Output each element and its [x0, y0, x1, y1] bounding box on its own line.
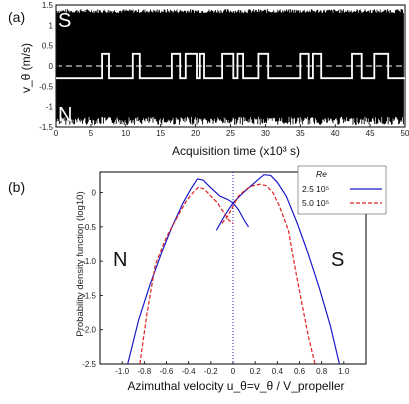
panel-b-ytick-label: -2.0: [82, 326, 96, 335]
panel-a-xtick-label: 20: [191, 129, 200, 138]
panel-a-xlabel: Acquisition time (x10³ s): [172, 144, 300, 158]
panel-a-xtick-label: 15: [156, 129, 165, 138]
panel-b-xtick-label: 1.0: [338, 367, 350, 376]
panel-a-ytick-label: 0: [49, 62, 54, 71]
panel-a-xtick-label: 0: [54, 129, 59, 138]
panel-b-s-label: S: [331, 249, 344, 271]
panel-b-xtick-label: -0.6: [160, 367, 174, 376]
panel-a-n-label: N: [58, 104, 72, 126]
legend-label-1: 2.5 10⁵: [302, 184, 329, 194]
panel-b-xtick-label: 0: [231, 367, 236, 376]
panel-b-ytick-label: 0: [92, 189, 97, 198]
panel-a-xtick-label: 5: [89, 129, 94, 138]
panel-a-xtick-label: 40: [331, 129, 340, 138]
panel-b-xtick-label: -1.0: [115, 367, 129, 376]
panel-b-xtick-label: -0.4: [182, 367, 196, 376]
legend-title: Re: [316, 169, 327, 179]
panel-b-xtick-label: -0.2: [204, 367, 218, 376]
panel-a-ytick-label: -1.5: [39, 123, 53, 132]
panel-b-xtick-label: -0.8: [137, 367, 151, 376]
panel-a-xtick-label: 50: [401, 129, 409, 138]
panel-a-ytick-label: 1.5: [42, 1, 54, 10]
panel-b-n-label: N: [113, 249, 127, 271]
panel-a-xtick-label: 25: [226, 129, 235, 138]
panel-b-series-2-curve-2: [221, 183, 316, 365]
panel-a-xtick-label: 30: [261, 129, 270, 138]
panel-b-ylabel: Probability density function (log10): [75, 191, 86, 336]
panel-b-series-1-curve-1: [127, 178, 250, 365]
panel-b-ytick-label: -1.0: [82, 257, 96, 266]
panel-b-label: (b): [8, 179, 25, 195]
panel-a-ylabel: v_θ (m/s): [19, 43, 33, 93]
panel-b-series-2-curve-1: [139, 186, 234, 365]
panel-b-xlabel: Azimuthal velocity u_θ=v_θ / V_propeller: [127, 379, 344, 393]
panel-b-ytick-label: -0.5: [82, 223, 96, 232]
panel-a-xtick-label: 10: [121, 129, 130, 138]
panel-b-xtick-label: 0.8: [316, 367, 328, 376]
panel-a-ytick-label: 1: [49, 21, 54, 30]
panel-a-filtered-signal: [56, 52, 405, 80]
panel-a-ytick-label: -0.5: [39, 82, 53, 91]
panel-a-s-label: S: [58, 10, 71, 32]
panel-a-xtick-label: 45: [366, 129, 375, 138]
panel-a-ytick-label: -1: [46, 103, 54, 112]
panel-b-xtick-label: 0.6: [294, 367, 306, 376]
panel-b-xtick-label: 0.4: [272, 367, 284, 376]
panel-a-label: (a): [8, 9, 25, 25]
panel-b-ytick-label: -2.5: [82, 360, 96, 369]
legend: Re 2.5 10⁵ 5.0 10⁵: [297, 165, 387, 215]
legend-label-2: 5.0 10⁵: [302, 198, 329, 208]
panel-b-xtick-label: 0.2: [250, 367, 262, 376]
panel-a-xtick-label: 35: [296, 129, 305, 138]
panel-a-ytick-label: 0.5: [42, 42, 54, 51]
panel-b-ytick-label: -1.5: [82, 291, 96, 300]
